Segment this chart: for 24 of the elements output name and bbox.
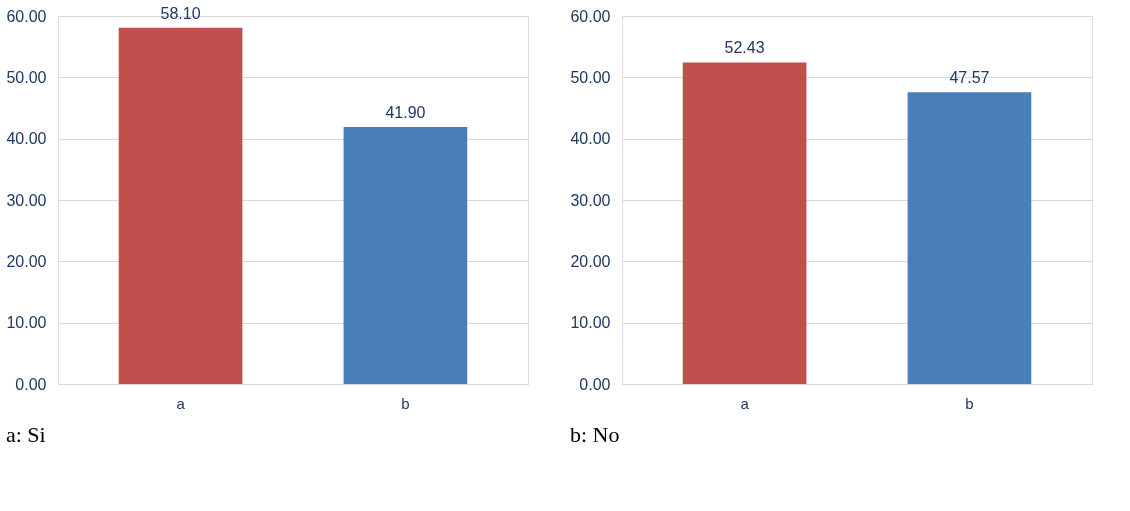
y-tick-label: 20.00 (6, 252, 47, 270)
data-label: 41.90 (385, 104, 426, 122)
y-tick-label: 30.00 (570, 191, 611, 209)
text: a: Si (5, 422, 46, 447)
data-label: 58.10 (160, 4, 201, 22)
y-tick-label: 40.00 (6, 130, 47, 148)
x-tick-label: a (176, 394, 186, 412)
data-label: 52.43 (724, 39, 765, 57)
x-tick-label: a (740, 394, 750, 412)
y-tick-label: 50.00 (6, 68, 47, 86)
y-tick-label: 10.00 (570, 314, 611, 332)
y-tick-label: 20.00 (570, 252, 611, 270)
x-tick-label: b (401, 394, 410, 412)
y-tick-label: 10.00 (6, 314, 47, 332)
y-tick-label: 0.00 (15, 375, 47, 393)
data-label: 47.57 (949, 69, 990, 87)
text: b: No (569, 422, 620, 447)
y-tick-label: 60.00 (6, 7, 47, 25)
y-tick-label: 0.00 (579, 375, 611, 393)
y-tick-label: 60.00 (570, 7, 611, 25)
x-tick-label: b (965, 394, 974, 412)
y-tick-label: 40.00 (570, 130, 611, 148)
y-tick-label: 30.00 (6, 191, 47, 209)
y-tick-label: 50.00 (570, 68, 611, 86)
